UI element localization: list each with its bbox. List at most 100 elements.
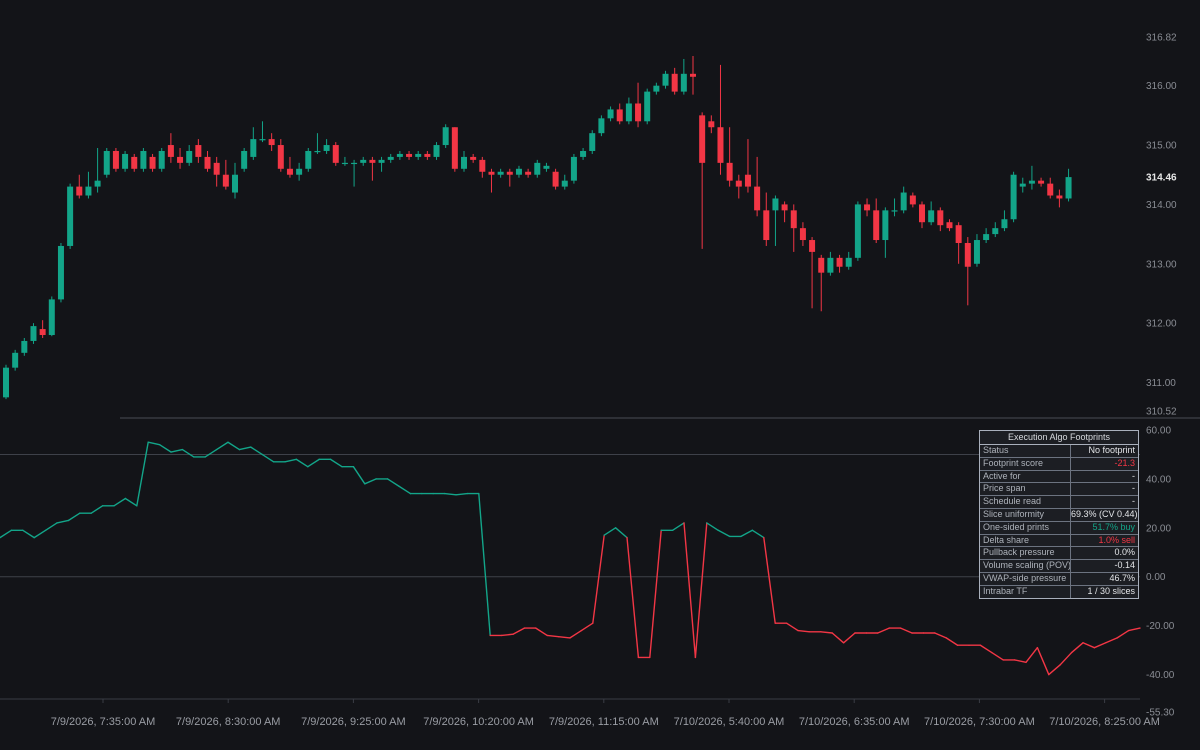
price-tick-label: 315.00 — [1146, 141, 1177, 152]
candle-body — [653, 85, 660, 92]
oscillator-segment — [443, 492, 457, 496]
panel-row-label: Price span — [980, 483, 1071, 496]
oscillator-segment — [614, 527, 628, 539]
oscillator-segment — [1082, 642, 1096, 649]
candle-body — [149, 156, 156, 169]
candle — [543, 162, 550, 172]
panel-row: Delta share 1.0% sell — [980, 534, 1138, 548]
price-pane[interactable] — [3, 55, 1072, 400]
candle — [204, 150, 211, 172]
oscillator-segment — [626, 536, 640, 659]
candle — [680, 58, 687, 95]
candle — [946, 219, 953, 232]
oscillator-segment — [67, 512, 81, 522]
candle — [39, 320, 46, 338]
panel-row-value: -0.14 — [1114, 560, 1135, 571]
candle-body — [580, 150, 587, 157]
oscillator-segment — [215, 441, 229, 451]
candle-body — [744, 174, 751, 187]
candle — [277, 139, 284, 172]
candle — [1056, 189, 1063, 208]
oscillator-tick-label: 40.00 — [1146, 474, 1171, 485]
candle-body — [662, 73, 669, 86]
candle-body — [790, 210, 797, 229]
oscillator-segment — [113, 497, 127, 507]
candle-body — [21, 340, 28, 353]
candle-body — [772, 198, 779, 211]
panel-row: Schedule read - — [980, 496, 1138, 509]
candle-body — [131, 156, 138, 169]
candle — [717, 64, 724, 175]
candle-body — [341, 162, 348, 165]
oscillator-segment — [500, 633, 514, 637]
candle — [992, 222, 999, 238]
candle-body — [461, 156, 467, 169]
candle — [122, 150, 129, 172]
candle — [735, 174, 742, 199]
candle-body — [479, 159, 486, 172]
candle — [726, 127, 733, 187]
oscillator-segment — [842, 632, 856, 644]
candle — [1065, 168, 1072, 202]
candle-body — [946, 222, 953, 229]
candle — [964, 237, 971, 306]
candle-body — [76, 186, 83, 196]
candle — [699, 112, 706, 249]
time-tick-label: 7/9/2026, 8:30:00 AM — [176, 716, 281, 728]
candle-body — [854, 204, 861, 258]
candle — [1019, 177, 1026, 193]
oscillator-tick-label: -20.00 — [1146, 621, 1175, 632]
candle-body — [708, 121, 715, 128]
candle — [415, 150, 422, 160]
oscillator-pane[interactable] — [0, 441, 1141, 676]
candle-body — [232, 174, 238, 193]
candle — [177, 148, 184, 169]
oscillator-segment — [1093, 642, 1107, 649]
candle-body — [690, 73, 696, 77]
oscillator-segment — [478, 492, 491, 637]
candle — [140, 148, 147, 172]
candle — [21, 337, 28, 356]
candle-body — [928, 210, 935, 223]
panel-row-label: Status — [980, 445, 1071, 457]
candle — [314, 133, 321, 154]
candle — [323, 139, 330, 154]
candle-body — [57, 245, 64, 300]
time-tick-label: 7/9/2026, 7:35:00 AM — [51, 716, 156, 728]
candle — [131, 153, 138, 172]
candle — [799, 222, 806, 246]
oscillator-segment — [569, 629, 583, 639]
candle-body — [177, 156, 184, 163]
time-tick-label: 7/10/2026, 8:25:00 AM — [1049, 716, 1160, 728]
panel-row-value: 0.0% — [1114, 547, 1135, 558]
candle-body — [809, 240, 816, 252]
oscillator-segment — [0, 529, 13, 539]
price-tick-label: 310.52 — [1146, 407, 1177, 418]
candle-body — [534, 162, 541, 175]
candle — [864, 198, 871, 217]
candle — [94, 148, 101, 193]
candle — [836, 254, 843, 273]
candle — [772, 195, 779, 246]
candle — [470, 153, 477, 163]
candle — [515, 165, 522, 178]
oscillator-segment — [284, 458, 298, 463]
time-tick-label: 7/9/2026, 9:25:00 AM — [301, 716, 406, 728]
candle-body — [1056, 195, 1063, 199]
candle-body — [1047, 183, 1054, 196]
panel-row-label: Active for — [980, 470, 1071, 483]
candle-body — [515, 168, 522, 175]
candle — [662, 70, 669, 89]
candle-body — [570, 156, 577, 181]
candle — [232, 162, 238, 199]
candle — [112, 148, 119, 172]
candle-body — [305, 150, 312, 169]
candle — [396, 150, 403, 160]
time-tick-label: 7/10/2026, 7:30:00 AM — [924, 716, 1035, 728]
panel-row: One-sided prints 51.7% buy — [980, 521, 1138, 535]
candle — [525, 168, 532, 178]
oscillator-segment — [147, 441, 161, 446]
candle-body — [827, 257, 834, 273]
oscillator-tick-label: 20.00 — [1146, 523, 1171, 534]
